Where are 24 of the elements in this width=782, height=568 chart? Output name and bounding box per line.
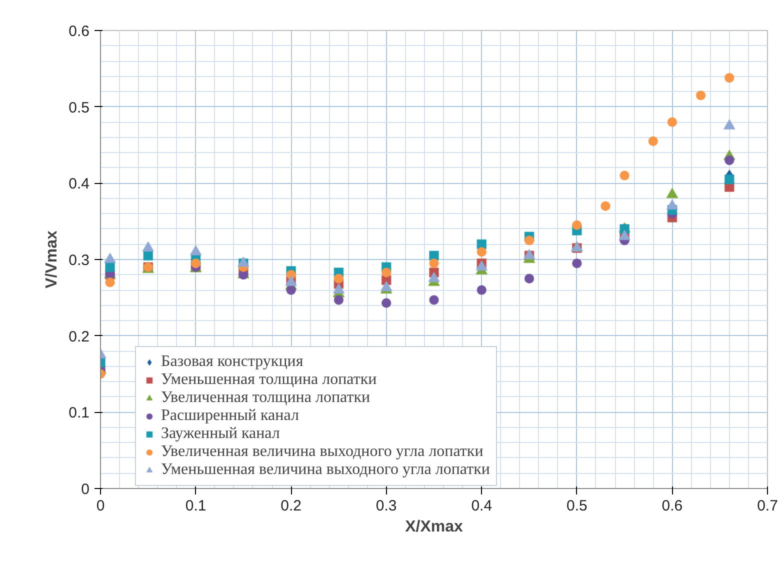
legend-label: Базовая конструкция — [161, 353, 304, 371]
y-tick-label: 0 — [81, 481, 90, 498]
x-tick-label: 0 — [96, 498, 105, 514]
x-tick-label: 0.2 — [280, 498, 302, 514]
x-tick-label: 0.3 — [376, 498, 397, 514]
y-tick-label: 0.3 — [68, 252, 90, 269]
x-tick-label: 0.6 — [662, 498, 683, 514]
x-tick-label: 0.5 — [566, 498, 588, 514]
x-tick-label: 0.7 — [757, 498, 778, 514]
y-tick-label: 0.5 — [68, 99, 90, 116]
legend-label: Расширенный канал — [161, 407, 299, 425]
x-axis-title: X/Xmax — [405, 518, 464, 536]
y-tick-label: 0.6 — [68, 23, 90, 40]
y-tick-label: 0.4 — [68, 176, 90, 193]
y-axis-title: V/Vmax — [44, 230, 61, 288]
legend-label: Уменьшенная величина выходного угла лопатки — [161, 461, 490, 479]
legend-label: Уменьшенная толщина лопатки — [161, 371, 377, 389]
legend-label: Зауженный канал — [161, 425, 280, 443]
legend-label: Увеличенная величина выходного угла лопатки — [161, 443, 484, 461]
legend-label: Увеличенная толщина лопатки — [161, 389, 370, 407]
x-tick-label: 0.4 — [471, 498, 492, 514]
x-tick-label: 0.1 — [185, 498, 206, 514]
y-tick-label: 0.1 — [68, 404, 90, 422]
y-tick-label: 0.2 — [68, 328, 90, 346]
